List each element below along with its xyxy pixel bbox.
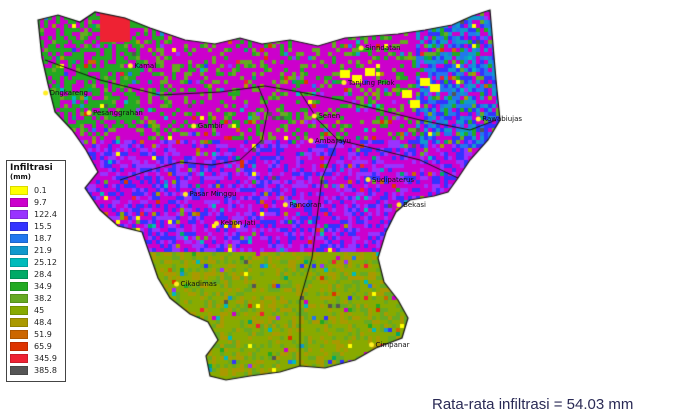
legend-swatch	[10, 233, 28, 243]
legend-row: 385.8	[10, 364, 62, 376]
legend-swatch	[10, 245, 28, 255]
legend-swatch	[10, 269, 28, 279]
place-label: Senen	[318, 112, 341, 121]
legend-value: 15.5	[34, 221, 52, 231]
legend-classes: 0.1 9.7 122.4 15.5 18.7 21.9 25.12 28.4 34.9 38.2…	[10, 184, 62, 376]
legend-swatch	[10, 221, 28, 231]
legend-row: 25.12	[10, 256, 62, 268]
legend-swatch	[10, 341, 28, 351]
legend-value: 25.12	[34, 257, 57, 267]
legend-row: 51.9	[10, 328, 62, 340]
average-infiltration-caption: Rata-rata infiltrasi = 54.03 mm	[432, 396, 634, 413]
legend-value: 9.7	[34, 197, 47, 207]
legend-row: 65.9	[10, 340, 62, 352]
legend-row: 122.4	[10, 208, 62, 220]
legend-value: 28.4	[34, 269, 52, 279]
legend-row: 45	[10, 304, 62, 316]
legend-row: 34.9	[10, 280, 62, 292]
legend-row: 0.1	[10, 184, 62, 196]
legend-value: 345.9	[34, 353, 57, 363]
place-label: Kamal	[134, 61, 157, 70]
legend-unit: (mm)	[10, 173, 31, 181]
legend-row: 15.5	[10, 220, 62, 232]
legend-value: 34.9	[34, 281, 52, 291]
legend-swatch	[10, 305, 28, 315]
place-label: Pesanggrahan	[93, 108, 143, 117]
place-label: Pasar Minggu	[189, 190, 237, 199]
legend-value: 65.9	[34, 341, 52, 351]
place-label: Sudipaterus	[372, 175, 415, 184]
legend-row: 28.4	[10, 268, 62, 280]
place-label: Pancoran	[289, 200, 322, 209]
legend-row: 345.9	[10, 352, 62, 364]
place-label: Dngkareng	[49, 89, 88, 98]
place-label: Bekasi	[403, 200, 426, 209]
legend-value: 38.2	[34, 293, 52, 303]
legend-swatch	[10, 197, 28, 207]
legend-row: 38.2	[10, 292, 62, 304]
legend-swatch	[10, 185, 28, 195]
legend-row: 21.9	[10, 244, 62, 256]
legend-value: 21.9	[34, 245, 52, 255]
place-label: Cikadimas	[180, 280, 217, 289]
legend-swatch	[10, 365, 28, 375]
legend-value: 385.8	[34, 365, 57, 375]
legend-swatch	[10, 353, 28, 363]
legend-row: 18.7	[10, 232, 62, 244]
legend-swatch	[10, 329, 28, 339]
place-label: Ambarayu	[314, 136, 351, 145]
place-label: Kebon Jati	[220, 219, 256, 228]
legend-swatch	[10, 281, 28, 291]
place-label: Gambir	[197, 122, 224, 131]
place-label: Cimpanar	[375, 340, 410, 349]
legend-row: 48.4	[10, 316, 62, 328]
legend-value: 51.9	[34, 329, 52, 339]
legend-row: 9.7	[10, 196, 62, 208]
legend-swatch	[10, 317, 28, 327]
legend-title: Infiltrasi	[10, 163, 53, 173]
legend-value: 48.4	[34, 317, 52, 327]
legend-swatch	[10, 257, 28, 267]
place-label: Rawabiujas	[482, 114, 523, 123]
legend-value: 122.4	[34, 209, 57, 219]
map-legend: Infiltrasi (mm) 0.1 9.7 122.4 15.5 18.7 21.9 2…	[6, 160, 66, 382]
legend-swatch	[10, 209, 28, 219]
legend-value: 18.7	[34, 233, 52, 243]
place-label: Sinndatan	[365, 43, 401, 52]
legend-value: 45	[34, 305, 45, 315]
place-label: Tanjung Priok	[347, 78, 395, 87]
legend-swatch	[10, 293, 28, 303]
legend-value: 0.1	[34, 185, 47, 195]
